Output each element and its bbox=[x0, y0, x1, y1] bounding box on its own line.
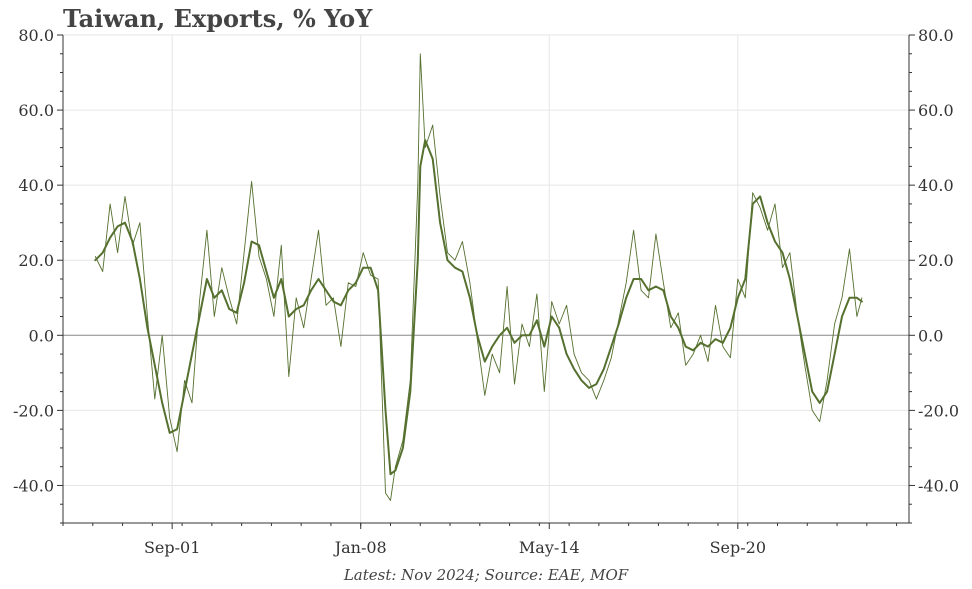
y-tick-label-right: 20.0 bbox=[918, 251, 954, 270]
y-tick-label-right: -40.0 bbox=[918, 476, 959, 495]
y-tick-label-left: 80.0 bbox=[18, 26, 54, 45]
y-tick-label-right: -20.0 bbox=[918, 401, 959, 420]
series-line-thick bbox=[94, 139, 863, 476]
y-tick-label-right: 40.0 bbox=[918, 176, 954, 195]
series-line-thin bbox=[94, 53, 863, 501]
y-tick-label-left: 60.0 bbox=[18, 101, 54, 120]
y-tick-label-left: -40.0 bbox=[13, 476, 54, 495]
source-footnote: Latest: Nov 2024; Source: EAE, MOF bbox=[343, 566, 629, 584]
y-tick-label-left: 20.0 bbox=[18, 251, 54, 270]
y-tick-label-left: 0.0 bbox=[29, 326, 54, 345]
y-tick-label-right: 0.0 bbox=[918, 326, 943, 345]
x-tick-label: Sep-01 bbox=[144, 538, 200, 557]
y-tick-label-right: 60.0 bbox=[918, 101, 954, 120]
y-tick-label-left: 40.0 bbox=[18, 176, 54, 195]
tick-labels: Sep-01 Jan-08 May-14 Sep-20 80.0 80.0 60.0 60.0… bbox=[13, 26, 959, 557]
y-tick-label-left: -20.0 bbox=[13, 401, 54, 420]
x-tick-label: Sep-20 bbox=[710, 538, 766, 557]
axes-frame bbox=[57, 34, 915, 529]
series-group bbox=[94, 53, 863, 501]
gridlines bbox=[63, 34, 909, 523]
x-tick-label: May-14 bbox=[519, 538, 580, 557]
chart-title: Taiwan, Exports, % YoY bbox=[63, 4, 373, 33]
y-tick-label-right: 80.0 bbox=[918, 26, 954, 45]
x-tick-label: Jan-08 bbox=[333, 538, 387, 557]
